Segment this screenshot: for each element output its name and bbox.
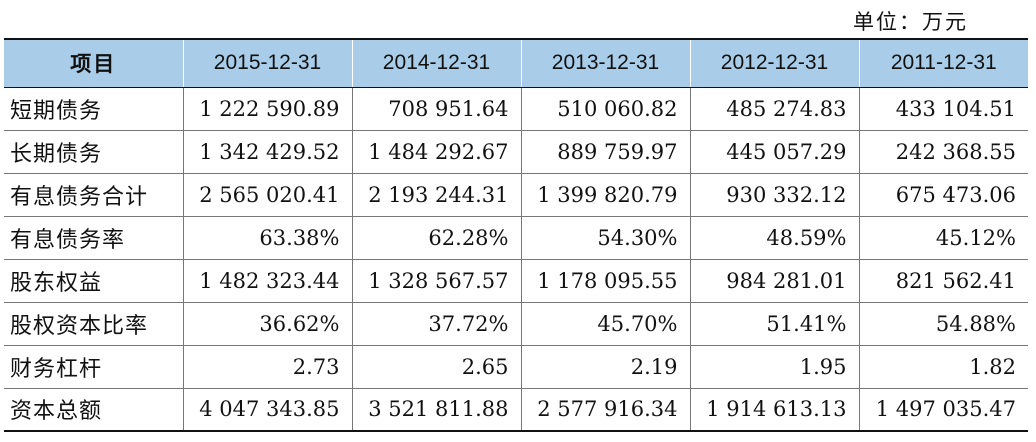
row-shareholders-equity: 股东权益 1 482 323.44 1 328 567.57 1 178 095…: [4, 259, 1028, 303]
table-cell: 2.73: [182, 345, 352, 389]
row-label: 股权资本比率: [4, 302, 183, 346]
row-long-term-debt: 长期债务 1 342 429.52 1 484 292.67 889 759.9…: [4, 130, 1028, 174]
table-cell: 1 484 292.67: [351, 130, 521, 174]
row-label: 资本总额: [4, 388, 183, 432]
table-cell: 48.59%: [689, 216, 859, 260]
table-cell: 62.28%: [351, 216, 521, 260]
table-cell: 54.30%: [520, 216, 690, 260]
row-label: 股东权益: [4, 259, 183, 303]
table-cell: 1 914 613.13: [689, 388, 859, 432]
table-cell: 4 047 343.85: [182, 388, 352, 432]
table-cell: 445 057.29: [689, 130, 859, 174]
header-item: 项目: [4, 38, 183, 88]
table-cell: 54.88%: [858, 302, 1028, 346]
table-header: 项目 2015-12-31 2014-12-31 2013-12-31 2012…: [4, 38, 1028, 88]
table-cell: 821 562.41: [858, 259, 1028, 303]
header-2011-12-31: 2011-12-31: [858, 38, 1028, 88]
table-cell: 45.70%: [520, 302, 690, 346]
table-cell: 2 193 244.31: [351, 173, 521, 217]
table-cell: 63.38%: [182, 216, 352, 260]
table-cell: 2.19: [520, 345, 690, 389]
table-cell: 485 274.83: [689, 87, 859, 131]
table-cell: 1 399 820.79: [520, 173, 690, 217]
table-cell: 37.72%: [351, 302, 521, 346]
row-label: 有息债务合计: [4, 173, 183, 217]
header-row: 项目 2015-12-31 2014-12-31 2013-12-31 2012…: [4, 38, 1028, 88]
table-cell: 1 482 323.44: [182, 259, 352, 303]
table-cell: 1 342 429.52: [182, 130, 352, 174]
row-interest-bearing-debt-ratio: 有息债务率 63.38% 62.28% 54.30% 48.59% 45.12%: [4, 216, 1028, 260]
row-total-capital: 资本总额 4 047 343.85 3 521 811.88 2 577 916…: [4, 388, 1028, 432]
table-body: 短期债务 1 222 590.89 708 951.64 510 060.82 …: [4, 87, 1028, 432]
table-cell: 36.62%: [182, 302, 352, 346]
table-cell: 45.12%: [858, 216, 1028, 260]
table-cell: 433 104.51: [858, 87, 1028, 131]
table-cell: 708 951.64: [351, 87, 521, 131]
table-cell: 984 281.01: [689, 259, 859, 303]
row-label: 长期债务: [4, 130, 183, 174]
row-label: 短期债务: [4, 87, 183, 131]
table-cell: 1.95: [689, 345, 859, 389]
table-cell: 1 328 567.57: [351, 259, 521, 303]
row-label: 财务杠杆: [4, 345, 183, 389]
table-cell: 3 521 811.88: [351, 388, 521, 432]
row-label: 有息债务率: [4, 216, 183, 260]
table-cell: 51.41%: [689, 302, 859, 346]
unit-note: 单位：万元: [853, 10, 968, 34]
table-cell: 2.65: [351, 345, 521, 389]
table-cell: 1 178 095.55: [520, 259, 690, 303]
row-short-term-debt: 短期债务 1 222 590.89 708 951.64 510 060.82 …: [4, 87, 1028, 131]
header-2012-12-31: 2012-12-31: [689, 38, 859, 88]
table-cell: 510 060.82: [520, 87, 690, 131]
header-2015-12-31: 2015-12-31: [182, 38, 352, 88]
row-equity-capital-ratio: 股权资本比率 36.62% 37.72% 45.70% 51.41% 54.88…: [4, 302, 1028, 346]
table-cell: 889 759.97: [520, 130, 690, 174]
row-interest-bearing-debt-total: 有息债务合计 2 565 020.41 2 193 244.31 1 399 8…: [4, 173, 1028, 217]
table-cell: 242 368.55: [858, 130, 1028, 174]
table-cell: 1 222 590.89: [182, 87, 352, 131]
table-cell: 930 332.12: [689, 173, 859, 217]
table-cell: 1 497 035.47: [858, 388, 1028, 432]
table-cell: 2 577 916.34: [520, 388, 690, 432]
financial-table: 项目 2015-12-31 2014-12-31 2013-12-31 2012…: [4, 38, 1028, 432]
header-2014-12-31: 2014-12-31: [351, 38, 521, 88]
table-cell: 2 565 020.41: [182, 173, 352, 217]
table-cell: 675 473.06: [858, 173, 1028, 217]
header-2013-12-31: 2013-12-31: [520, 38, 690, 88]
row-financial-leverage: 财务杠杆 2.73 2.65 2.19 1.95 1.82: [4, 345, 1028, 389]
table-cell: 1.82: [858, 345, 1028, 389]
